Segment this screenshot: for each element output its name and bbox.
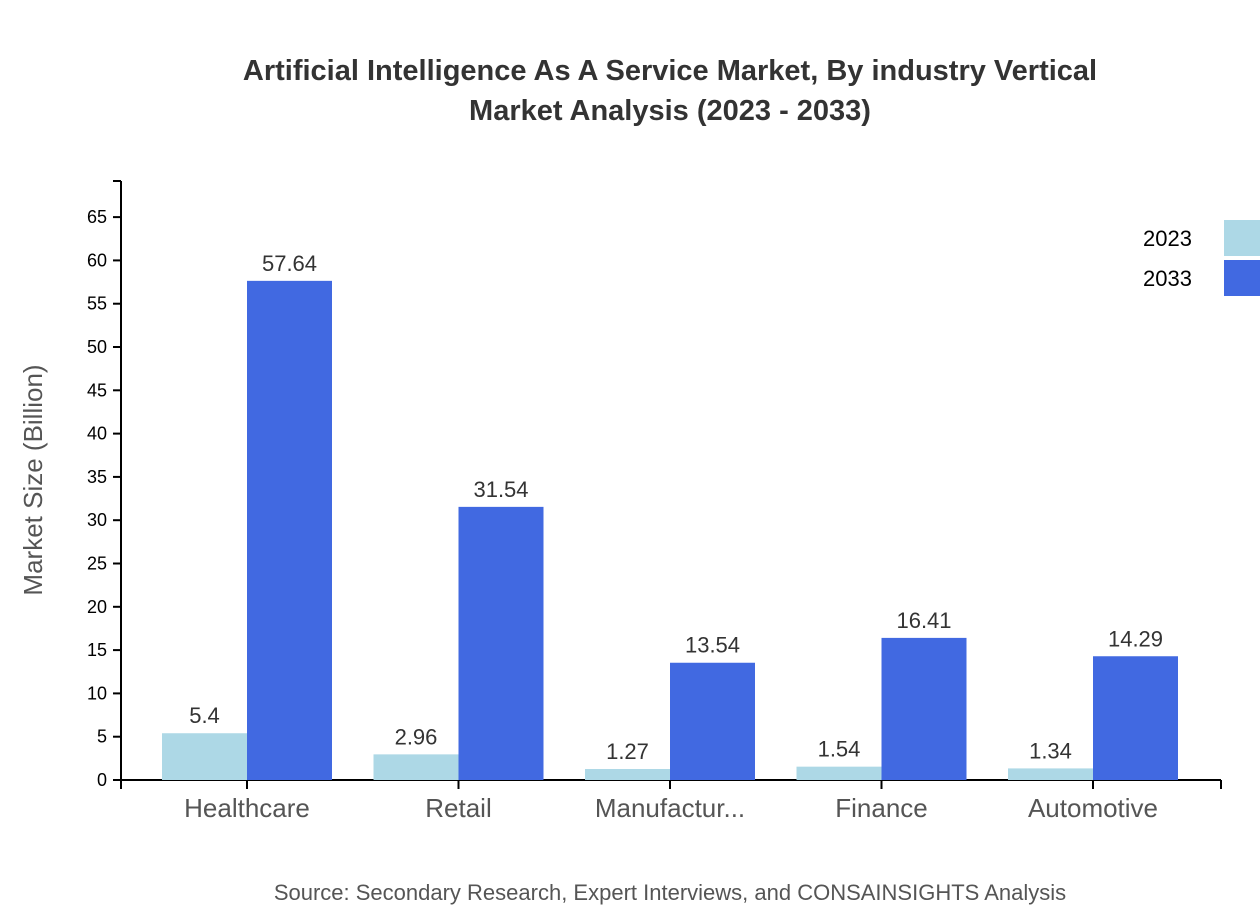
- data-label: 2.96: [395, 724, 438, 749]
- bar-2033: [458, 506, 544, 780]
- y-tick-label: 20: [87, 597, 107, 617]
- bar-2023: [796, 766, 882, 780]
- bar-2023: [585, 769, 670, 780]
- x-tick-label: Automotive: [1028, 793, 1158, 823]
- chart-title-line1: Artificial Intelligence As A Service Mar…: [243, 55, 1097, 87]
- x-tick-label: Retail: [425, 793, 491, 823]
- y-tick-label: 10: [87, 683, 107, 703]
- bar-2033: [1093, 656, 1178, 780]
- y-tick-label: 15: [87, 640, 107, 660]
- bar-2023: [1008, 768, 1093, 780]
- source-note: Source: Secondary Research, Expert Inter…: [274, 880, 1066, 905]
- bar-2023: [373, 754, 459, 780]
- y-tick-label: 55: [87, 294, 107, 314]
- y-tick-label: 45: [87, 380, 107, 400]
- legend-label: 2033: [1143, 266, 1192, 291]
- y-tick-label: 0: [97, 770, 107, 790]
- y-tick-label: 35: [87, 467, 107, 487]
- data-label: 14.29: [1108, 626, 1163, 651]
- data-label: 1.54: [818, 737, 861, 762]
- data-label: 57.64: [262, 251, 317, 276]
- legend-swatch-2023: [1224, 220, 1260, 256]
- chart-title-line2: Market Analysis (2023 - 2033): [469, 95, 871, 127]
- data-label: 5.4: [189, 703, 220, 728]
- y-tick-label: 60: [87, 250, 107, 270]
- y-tick-label: 30: [87, 510, 107, 530]
- y-tick-label: 65: [87, 207, 107, 227]
- bar-2033: [670, 662, 755, 780]
- data-label: 31.54: [473, 477, 528, 502]
- y-axis-label: Market Size (Billion): [18, 364, 48, 595]
- x-tick-label: Healthcare: [184, 793, 310, 823]
- legend-label: 2023: [1143, 226, 1192, 251]
- x-tick-label: Finance: [835, 793, 928, 823]
- data-label: 13.54: [685, 633, 740, 658]
- data-label: 1.27: [606, 739, 649, 764]
- y-tick-label: 25: [87, 554, 107, 574]
- y-tick-label: 5: [97, 727, 107, 747]
- y-tick-label: 40: [87, 424, 107, 444]
- bar-2023: [162, 733, 247, 780]
- data-label: 16.41: [896, 608, 951, 633]
- x-tick-label: Manufactur...: [595, 793, 745, 823]
- bar-2033: [247, 280, 332, 780]
- data-label: 1.34: [1029, 738, 1072, 763]
- legend-swatch-2033: [1224, 260, 1260, 296]
- y-tick-label: 50: [87, 337, 107, 357]
- bar-2033: [881, 637, 967, 780]
